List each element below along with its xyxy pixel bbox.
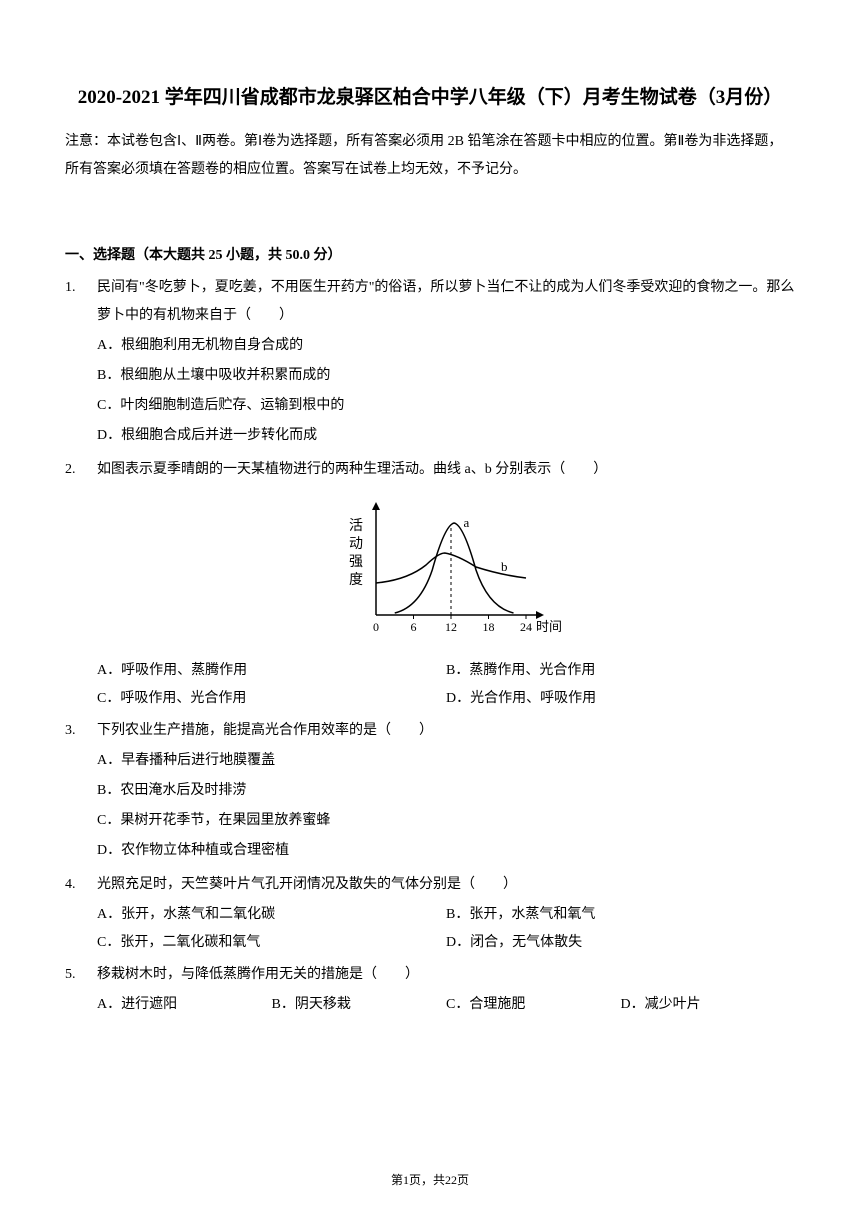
page-footer: 第1页，共22页 bbox=[0, 1171, 860, 1188]
curve-a-label: a bbox=[464, 515, 470, 530]
option: A．呼吸作用、蒸腾作用 bbox=[97, 657, 446, 685]
y-arrow bbox=[372, 502, 380, 510]
option: B．阴天移栽 bbox=[272, 991, 447, 1019]
option: C．合理施肥 bbox=[446, 991, 621, 1019]
question-text: 民间有"冬吃萝卜，夏吃姜，不用医生开药方"的俗语，所以萝卜当仁不让的成为人们冬季… bbox=[97, 274, 795, 330]
section-header: 一、选择题（本大题共 25 小题，共 50.0 分） bbox=[65, 244, 795, 264]
x-tick-label: 24 bbox=[520, 620, 532, 634]
option: C．张开，二氧化碳和氧气 bbox=[97, 929, 446, 957]
x-tick-label: 18 bbox=[483, 620, 495, 634]
question: 3.下列农业生产措施，能提高光合作用效率的是（ ）A．早春播种后进行地膜覆盖B．… bbox=[65, 717, 795, 867]
questions-container: 1.民间有"冬吃萝卜，夏吃姜，不用医生开药方"的俗语，所以萝卜当仁不让的成为人们… bbox=[65, 274, 795, 1019]
option: D．根细胞合成后并进一步转化而成 bbox=[97, 422, 795, 450]
exam-instructions: 注意：本试卷包含Ⅰ、Ⅱ两卷。第Ⅰ卷为选择题，所有答案必须用 2B 铅笔涂在答题卡… bbox=[65, 128, 795, 184]
y-axis-label: 强 bbox=[349, 555, 363, 570]
option: B．根细胞从土壤中吸收并积累而成的 bbox=[97, 362, 795, 390]
question-number: 4. bbox=[65, 871, 97, 957]
activity-chart: 活动强度 0 6 12 18 24 时间 a b bbox=[331, 490, 561, 640]
option: C．呼吸作用、光合作用 bbox=[97, 685, 446, 713]
x-arrow bbox=[536, 611, 544, 619]
option: D．光合作用、呼吸作用 bbox=[446, 685, 795, 713]
options: A．进行遮阳B．阴天移栽C．合理施肥D．减少叶片 bbox=[97, 991, 795, 1019]
question-number: 1. bbox=[65, 274, 97, 452]
options: A．根细胞利用无机物自身合成的B．根细胞从土壤中吸收并积累而成的C．叶肉细胞制造… bbox=[97, 332, 795, 450]
option: D．闭合，无气体散失 bbox=[446, 929, 795, 957]
option: D．减少叶片 bbox=[621, 991, 796, 1019]
question-text: 下列农业生产措施，能提高光合作用效率的是（ ） bbox=[97, 717, 795, 745]
option: C．叶肉细胞制造后贮存、运输到根中的 bbox=[97, 392, 795, 420]
question-number: 2. bbox=[65, 456, 97, 713]
option: A．进行遮阳 bbox=[97, 991, 272, 1019]
question: 1.民间有"冬吃萝卜，夏吃姜，不用医生开药方"的俗语，所以萝卜当仁不让的成为人们… bbox=[65, 274, 795, 452]
y-axis-label: 活 bbox=[349, 518, 363, 534]
question-content: 如图表示夏季晴朗的一天某植物进行的两种生理活动。曲线 a、b 分别表示（ ） 活动… bbox=[97, 456, 795, 713]
option: A．张开，水蒸气和二氧化碳 bbox=[97, 901, 446, 929]
options: A．早春播种后进行地膜覆盖B．农田淹水后及时排涝C．果树开花季节，在果园里放养蜜… bbox=[97, 747, 795, 865]
question-content: 民间有"冬吃萝卜，夏吃姜，不用医生开药方"的俗语，所以萝卜当仁不让的成为人们冬季… bbox=[97, 274, 795, 452]
curve-b-label: b bbox=[501, 559, 508, 574]
question-number: 3. bbox=[65, 717, 97, 867]
question-content: 移栽树木时，与降低蒸腾作用无关的措施是（ ）A．进行遮阳B．阴天移栽C．合理施肥… bbox=[97, 961, 795, 1019]
question-text: 移栽树木时，与降低蒸腾作用无关的措施是（ ） bbox=[97, 961, 795, 989]
question-content: 光照充足时，天竺葵叶片气孔开闭情况及散失的气体分别是（ ）A．张开，水蒸气和二氧… bbox=[97, 871, 795, 957]
curve-a bbox=[395, 523, 514, 613]
options: A．呼吸作用、蒸腾作用B．蒸腾作用、光合作用C．呼吸作用、光合作用D．光合作用、… bbox=[97, 657, 795, 713]
option: B．张开，水蒸气和氧气 bbox=[446, 901, 795, 929]
option: D．农作物立体种植或合理密植 bbox=[97, 837, 795, 865]
x-axis-label: 时间 bbox=[536, 619, 561, 634]
options: A．张开，水蒸气和二氧化碳B．张开，水蒸气和氧气C．张开，二氧化碳和氧气D．闭合… bbox=[97, 901, 795, 957]
question: 2.如图表示夏季晴朗的一天某植物进行的两种生理活动。曲线 a、b 分别表示（ ）… bbox=[65, 456, 795, 713]
question-number: 5. bbox=[65, 961, 97, 1019]
exam-title: 2020-2021 学年四川省成都市龙泉驿区柏合中学八年级（下）月考生物试卷（3… bbox=[65, 80, 795, 116]
option: C．果树开花季节，在果园里放养蜜蜂 bbox=[97, 807, 795, 835]
question: 4.光照充足时，天竺葵叶片气孔开闭情况及散失的气体分别是（ ）A．张开，水蒸气和… bbox=[65, 871, 795, 957]
y-axis-label: 动 bbox=[349, 536, 363, 552]
chart-container: 活动强度 0 6 12 18 24 时间 a b bbox=[97, 490, 795, 651]
x-tick-label: 6 bbox=[411, 620, 417, 634]
option: A．早春播种后进行地膜覆盖 bbox=[97, 747, 795, 775]
question-content: 下列农业生产措施，能提高光合作用效率的是（ ）A．早春播种后进行地膜覆盖B．农田… bbox=[97, 717, 795, 867]
x-tick-label: 12 bbox=[445, 620, 457, 634]
y-axis-label: 度 bbox=[349, 572, 363, 588]
question-text: 光照充足时，天竺葵叶片气孔开闭情况及散失的气体分别是（ ） bbox=[97, 871, 795, 899]
option: A．根细胞利用无机物自身合成的 bbox=[97, 332, 795, 360]
question: 5.移栽树木时，与降低蒸腾作用无关的措施是（ ）A．进行遮阳B．阴天移栽C．合理… bbox=[65, 961, 795, 1019]
option: B．蒸腾作用、光合作用 bbox=[446, 657, 795, 685]
x-tick-label: 0 bbox=[373, 620, 379, 634]
option: B．农田淹水后及时排涝 bbox=[97, 777, 795, 805]
question-text: 如图表示夏季晴朗的一天某植物进行的两种生理活动。曲线 a、b 分别表示（ ） bbox=[97, 456, 795, 484]
